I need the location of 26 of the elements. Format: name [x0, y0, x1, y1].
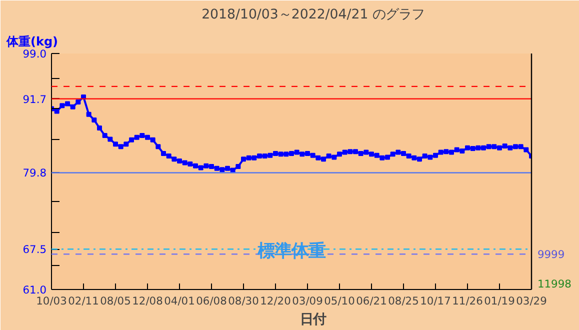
y-tick-label: 99.0	[22, 48, 47, 60]
x-tick-label: 04/01	[164, 294, 195, 308]
y-tick-label: 61.0	[22, 284, 47, 296]
x-tick-label: 08/05	[100, 294, 131, 308]
annotation: 9999	[538, 248, 565, 262]
x-tick-label: 05/10	[324, 294, 356, 308]
x-tick-label: 08/30	[228, 294, 260, 308]
x-tick-label: 02/11	[68, 294, 99, 308]
x-tick-label: 12/20	[260, 294, 292, 308]
y-axis-title: 体重(kg)	[6, 34, 58, 48]
x-tick-label: 03/29	[516, 294, 548, 308]
x-tick-label: 08/25	[388, 294, 419, 308]
x-axis-title: 日付	[300, 312, 326, 328]
x-tick-label: 01/19	[484, 294, 516, 308]
y-tick-label: 91.7	[22, 92, 47, 106]
chart-title: 2018/10/03～2022/04/21 のグラフ	[202, 8, 424, 22]
y-tick-label: 79.8	[22, 166, 47, 180]
x-tick-label: 06/08	[196, 294, 228, 308]
x-tick-label: 10/17	[420, 294, 451, 308]
x-tick-label: 11/26	[452, 294, 484, 308]
y-tick-label: 67.5	[22, 243, 47, 256]
x-tick-label: 06/21	[356, 294, 387, 308]
text: 11998	[538, 278, 572, 290]
x-tick-label: 10/03	[36, 294, 67, 308]
x-tick-label: 03/09	[292, 294, 324, 308]
x-tick-label: 12/08	[132, 294, 164, 308]
